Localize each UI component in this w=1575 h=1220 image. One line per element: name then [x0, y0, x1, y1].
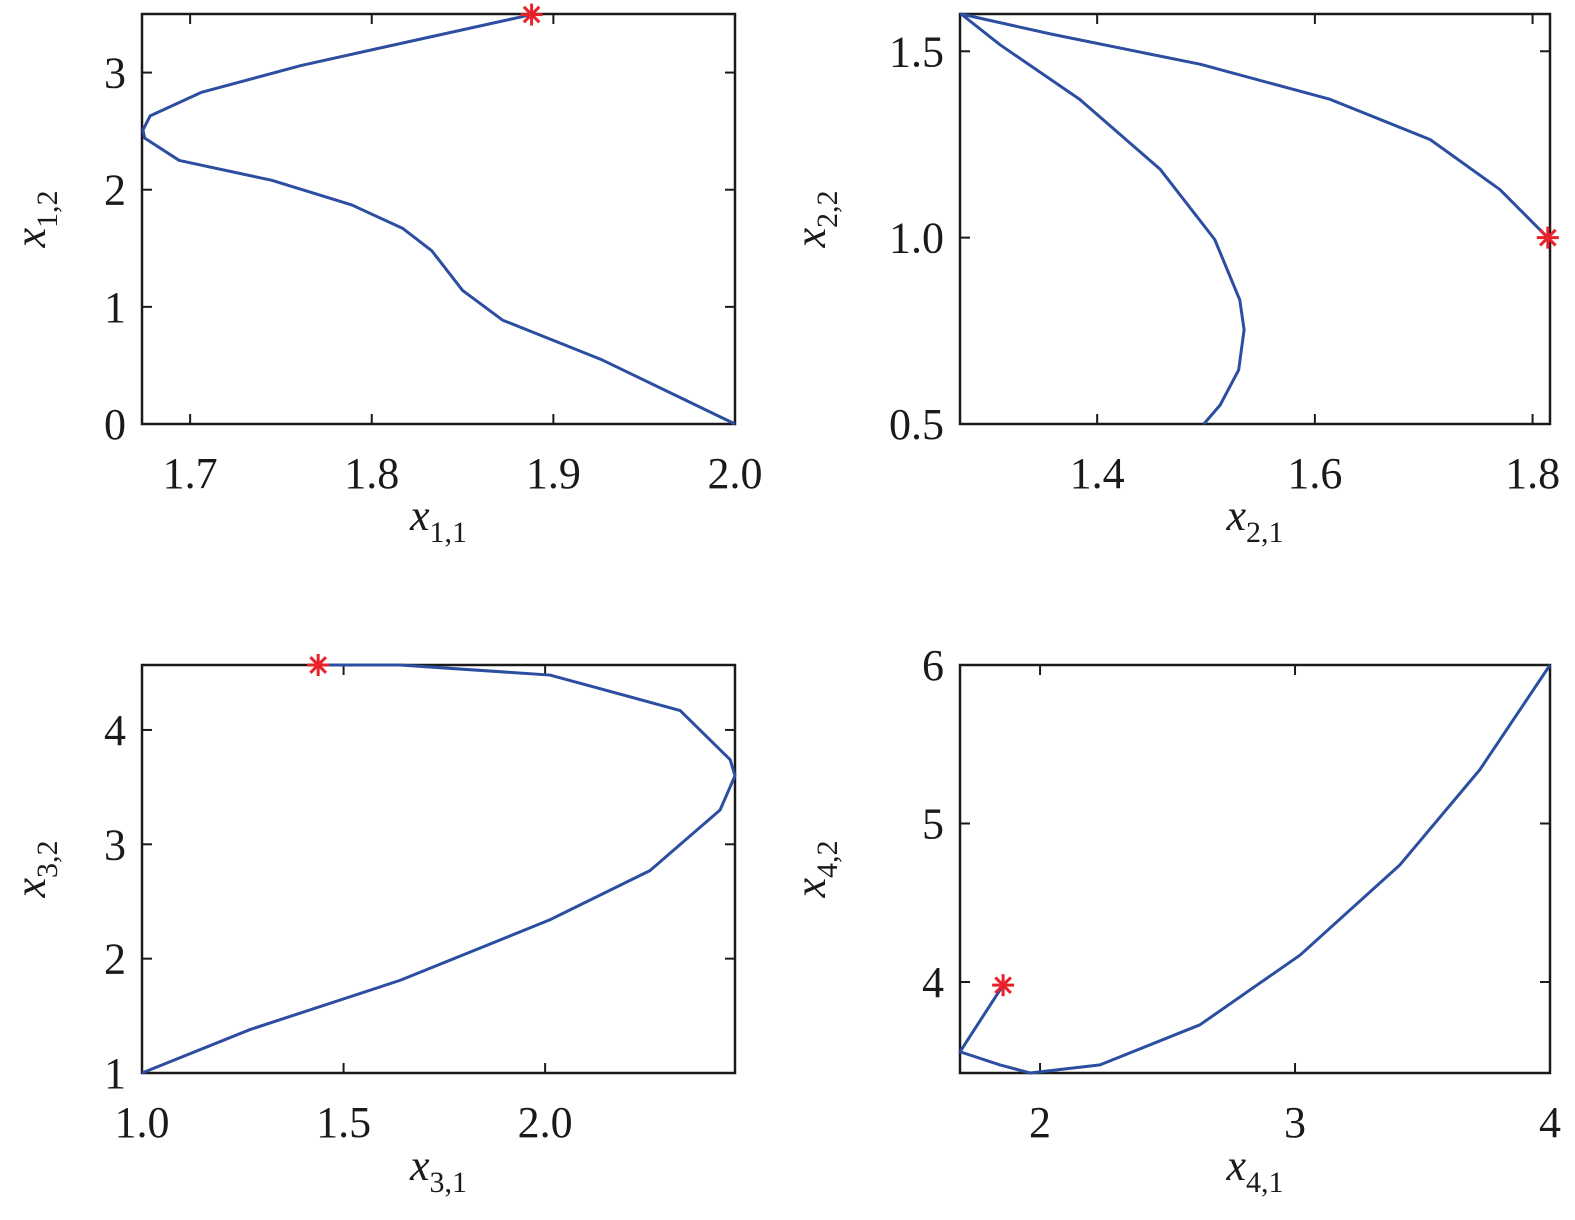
curve [958, 664, 1552, 1075]
x-axis-label: x4,1 [1225, 1141, 1283, 1199]
star-arm [522, 5, 541, 24]
y-tick-label: 4 [104, 706, 126, 755]
x-axis-subscript: 2,1 [1246, 516, 1284, 549]
y-axis-label: x4,2 [786, 840, 844, 898]
x-tick-label: 1.6 [1287, 449, 1342, 498]
y-axis-subscript: 2,2 [811, 190, 844, 228]
y-tick-label: 4 [922, 958, 944, 1007]
x-axis-label: x1,1 [409, 491, 467, 549]
y-tick-label: 5 [922, 800, 944, 849]
y-axis-subscript: 3,2 [31, 840, 64, 878]
y-tick-label: 2 [104, 166, 126, 215]
x-axis-label: x2,1 [1225, 491, 1283, 549]
subplot: 1.4 1.6 1.80.51.01.5x2,1x2,2 [786, 12, 1560, 549]
y-tick-label: 2 [104, 935, 126, 984]
star-arm [1538, 228, 1557, 247]
y-tick-label: 6 [922, 641, 944, 690]
plot-area [140, 12, 737, 426]
x-axis-subscript: 4,1 [1246, 1166, 1284, 1199]
x-axis-subscript: 3,1 [430, 1166, 468, 1199]
x-axis-subscript: 1,1 [430, 516, 468, 549]
x-tick-label: 2.0 [518, 1098, 573, 1147]
star-marker [1536, 226, 1559, 249]
y-axis-subscript: 4,2 [811, 840, 844, 878]
y-tick-label: 1 [104, 283, 126, 332]
y-tick-label: 3 [104, 820, 126, 869]
y-axis-subscript: 1,2 [31, 190, 64, 228]
x-axis-symbol: x [409, 1141, 430, 1190]
x-tick-label: 1.7 [163, 449, 218, 498]
x-axis-symbol: x [1225, 1141, 1246, 1190]
y-tick-label: 0 [104, 400, 126, 449]
x-axis-symbol: x [1225, 491, 1246, 540]
plot-area [958, 663, 1552, 1075]
y-tick-label: 1.0 [889, 214, 944, 263]
y-axis-label: x1,2 [6, 190, 64, 248]
y-tick-label: 1 [104, 1049, 126, 1098]
x-tick-label: 1.5 [316, 1098, 371, 1147]
star-marker [307, 654, 330, 676]
x-tick-label: 1.8 [1505, 449, 1560, 498]
x-axis-symbol: x [409, 491, 430, 540]
y-axis-label: x2,2 [786, 190, 844, 248]
y-tick-label: 1.5 [889, 27, 944, 76]
y-axis-symbol: x [6, 878, 55, 899]
plot-area [140, 663, 737, 1075]
x-tick-label: 4 [1539, 1098, 1561, 1147]
x-tick-label: 1.9 [526, 449, 581, 498]
x-tick-label: 1.4 [1070, 449, 1125, 498]
curve [141, 663, 737, 1075]
star-arm [309, 656, 328, 674]
x-tick-label: 1.0 [115, 1098, 170, 1147]
x-axis-label: x3,1 [409, 1141, 467, 1199]
y-axis-symbol: x [6, 228, 55, 249]
star-arm [994, 976, 1012, 995]
y-tick-label: 3 [104, 49, 126, 98]
star-marker [520, 3, 543, 26]
curve [141, 13, 736, 426]
y-axis-label: x3,2 [6, 840, 64, 898]
x-tick-label: 3 [1284, 1098, 1306, 1147]
plot-area [958, 12, 1552, 426]
y-axis-symbol: x [786, 878, 835, 899]
y-tick-label: 0.5 [889, 400, 944, 449]
x-tick-label: 2.0 [708, 449, 763, 498]
curve [959, 12, 1549, 425]
star-marker [992, 974, 1015, 997]
x-tick-label: 2 [1029, 1098, 1051, 1147]
y-axis-symbol: x [786, 228, 835, 249]
x-tick-label: 1.8 [344, 449, 399, 498]
